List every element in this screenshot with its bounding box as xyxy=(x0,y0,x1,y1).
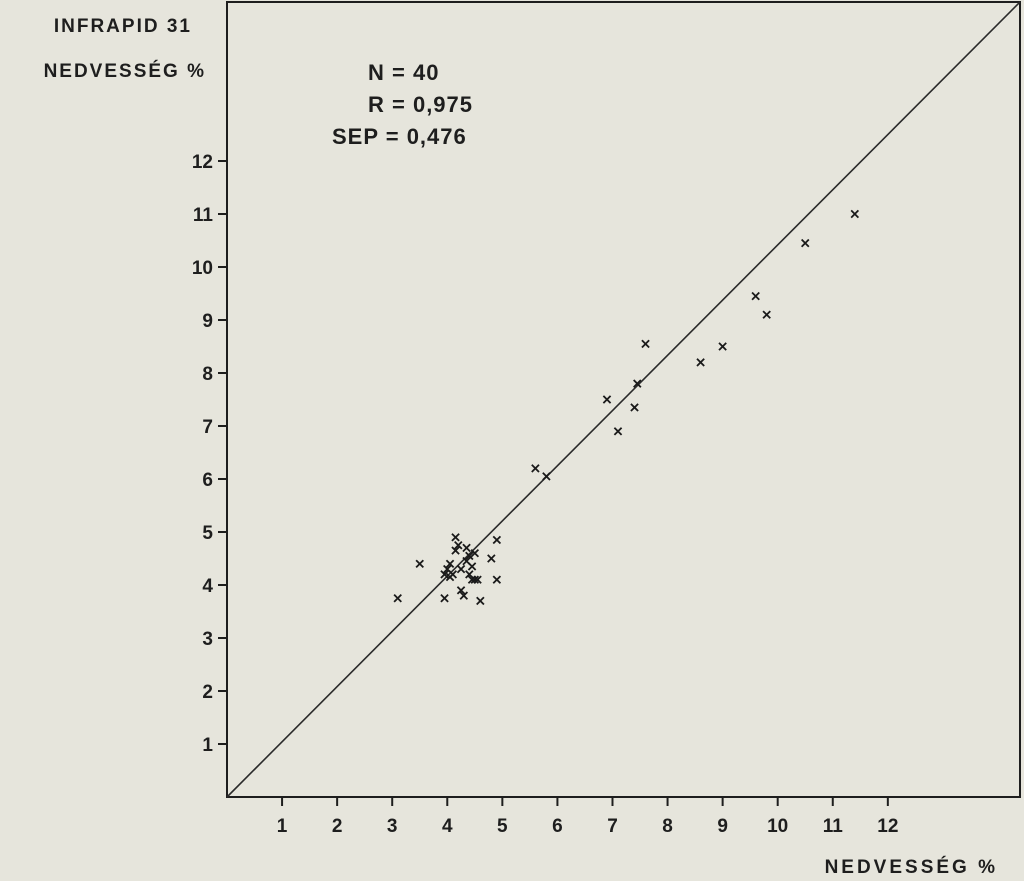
plot-frame xyxy=(226,1,1021,798)
data-point xyxy=(393,594,402,603)
data-point xyxy=(492,535,502,545)
x-tick-label: 3 xyxy=(387,816,398,837)
data-point xyxy=(445,559,455,569)
identity-line-layer xyxy=(226,1,1021,798)
x-tick-label: 6 xyxy=(552,816,563,837)
x-tick-label: 10 xyxy=(767,816,788,837)
y-tick-label: 9 xyxy=(202,311,213,332)
y-tick-label: 7 xyxy=(202,417,213,438)
y-tick-label: 4 xyxy=(202,576,213,597)
data-point xyxy=(850,209,860,219)
y-tick-label: 12 xyxy=(192,152,213,173)
x-tick-label: 11 xyxy=(823,816,844,837)
y-tick-label: 3 xyxy=(202,629,213,650)
data-point xyxy=(470,548,480,558)
data-point xyxy=(454,541,463,550)
data-point xyxy=(487,554,496,563)
x-tick-label: 7 xyxy=(607,816,618,837)
data-point xyxy=(467,562,477,571)
data-point xyxy=(751,291,760,301)
stat-sep: SEP = 0,476 xyxy=(332,124,467,149)
data-point xyxy=(470,575,480,584)
data-point xyxy=(451,533,460,542)
data-point xyxy=(451,546,460,555)
y-tick-label: 11 xyxy=(193,205,214,226)
data-point xyxy=(531,464,540,473)
y-tick-label: 5 xyxy=(202,523,213,544)
data-point xyxy=(718,342,727,351)
data-point xyxy=(459,591,469,600)
y-axis-label-line-1: INFRAPID 31 xyxy=(54,16,192,37)
identity-line xyxy=(226,1,1021,798)
data-point xyxy=(602,395,612,404)
y-tick-label: 6 xyxy=(202,470,213,491)
data-point xyxy=(630,403,639,412)
data-point xyxy=(800,238,810,248)
x-tick-label: 12 xyxy=(877,816,898,837)
data-point xyxy=(462,543,471,553)
x-axis-ticks: 1 2 3 4 5 6 7 8 9 10 11 12 xyxy=(277,797,898,837)
data-point xyxy=(415,559,424,569)
x-tick-label: 1 xyxy=(277,816,288,837)
x-tick-label: 5 xyxy=(497,816,508,837)
y-tick-label: 10 xyxy=(192,258,213,279)
data-point xyxy=(440,594,449,603)
x-tick-label: 4 xyxy=(442,816,453,837)
data-point xyxy=(633,379,642,388)
y-axis-label-line-2: NEDVESSÉG % xyxy=(44,60,206,82)
data-point xyxy=(613,427,623,436)
stat-r: R = 0,975 xyxy=(368,92,473,117)
data-point xyxy=(440,570,449,579)
data-points xyxy=(393,209,860,606)
data-point xyxy=(696,358,705,367)
data-point xyxy=(473,575,482,584)
data-point xyxy=(465,551,474,561)
data-point xyxy=(542,472,551,481)
data-point xyxy=(448,570,458,579)
data-point xyxy=(492,575,502,584)
y-tick-label: 8 xyxy=(202,364,213,385)
data-point xyxy=(476,596,485,606)
data-point xyxy=(456,564,466,574)
data-point xyxy=(641,339,650,349)
x-axis-label: NEDVESSÉG % xyxy=(825,856,998,878)
data-point xyxy=(762,310,771,319)
stat-n: N = 40 xyxy=(368,60,439,85)
x-tick-label: 8 xyxy=(662,816,673,837)
x-tick-label: 2 xyxy=(332,816,343,837)
y-tick-label: 2 xyxy=(202,682,213,703)
x-tick-label: 9 xyxy=(717,816,728,837)
y-tick-label: 1 xyxy=(202,735,213,756)
data-point xyxy=(456,586,466,595)
